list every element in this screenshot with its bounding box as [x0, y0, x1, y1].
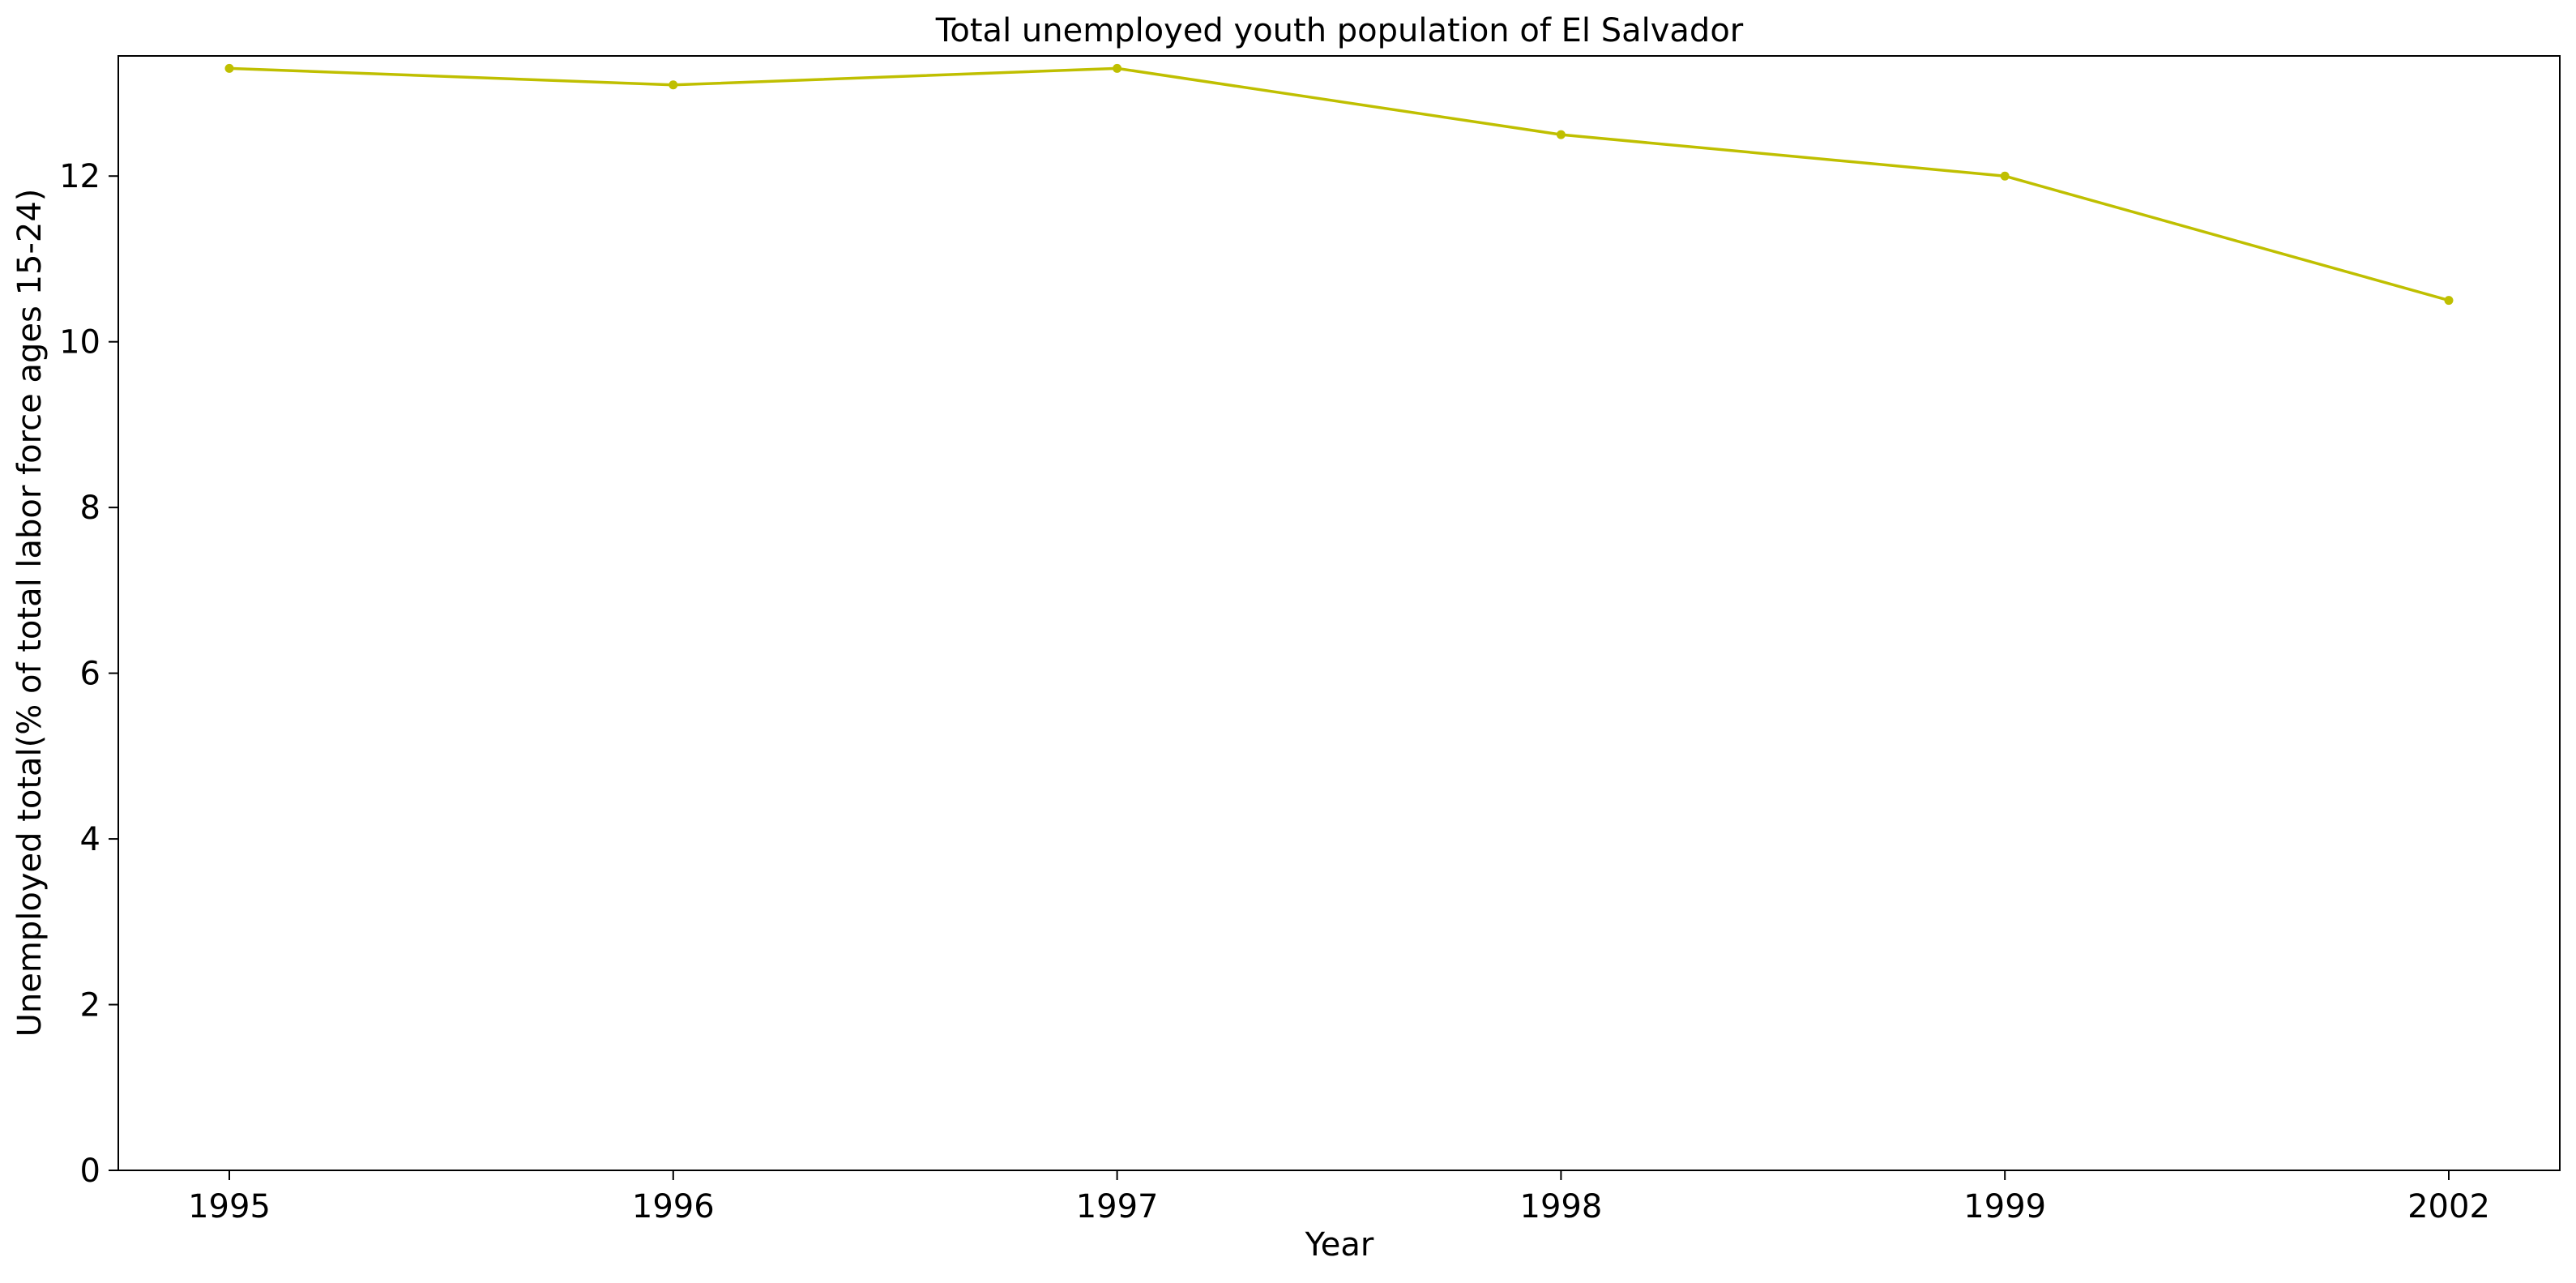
- y-tick-label: 8: [80, 490, 100, 527]
- x-axis-label: Year: [1305, 1226, 1374, 1264]
- y-tick-label: 2: [80, 987, 100, 1024]
- x-tick-label: 1998: [1520, 1188, 1603, 1225]
- data-point: [2444, 296, 2454, 306]
- x-tick-label: 1999: [1963, 1188, 2046, 1225]
- data-point: [669, 80, 678, 90]
- y-tick-label: 10: [59, 324, 100, 361]
- data-point: [1556, 130, 1566, 139]
- chart-title: Total unemployed youth population of El …: [935, 12, 1744, 49]
- series-line: [229, 66, 2450, 302]
- x-tick-label: 2002: [2407, 1188, 2490, 1225]
- y-tick-label: 0: [80, 1153, 100, 1190]
- data-point: [224, 63, 234, 73]
- x-tick-label: 1996: [632, 1188, 715, 1225]
- y-tick-label: 12: [59, 158, 100, 195]
- plot-frame: [117, 55, 2561, 1171]
- data-point: [1113, 63, 1122, 73]
- y-tick-label: 4: [80, 821, 100, 858]
- y-tick-label: 6: [80, 656, 100, 693]
- series-layer: [224, 63, 2454, 306]
- x-tick-label: 1995: [188, 1188, 271, 1225]
- y-axis-label: Unemployed total(% of total labor force …: [11, 189, 49, 1037]
- plot-area: [117, 55, 2561, 1171]
- y-axis: 0 2 4 6 8 10 12: [59, 158, 118, 1190]
- x-axis: 1995 1996 1997 1998 1999 2002: [188, 1170, 2490, 1225]
- data-point: [2000, 171, 2010, 181]
- x-tick-label: 1997: [1076, 1188, 1159, 1225]
